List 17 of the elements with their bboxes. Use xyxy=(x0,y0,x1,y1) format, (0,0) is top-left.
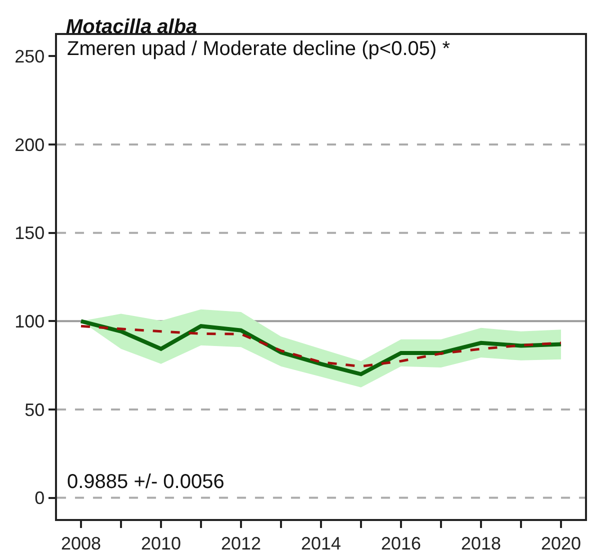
chart-title: Motacilla alba xyxy=(66,16,198,38)
y-tick-label: 150 xyxy=(14,223,45,244)
line-series xyxy=(80,324,562,368)
x-tick-label: 2020 xyxy=(540,533,582,554)
y-tick-label: 0 xyxy=(34,488,45,508)
y-tick-label: 50 xyxy=(24,400,45,420)
annotation: Zmeren upad / Moderate decline (p<0.05) * xyxy=(67,38,450,60)
x-tick-label: 2018 xyxy=(460,533,502,554)
x-tick-label: 2016 xyxy=(380,533,422,554)
x-tick-label: 2014 xyxy=(300,533,342,554)
annotation: 0.9885 +/- 0.0056 xyxy=(67,471,224,493)
y-tick-label: 100 xyxy=(14,311,45,332)
x-tick-label: 2012 xyxy=(220,533,262,554)
x-tick-label: 2010 xyxy=(140,533,182,554)
x-tick-label: 2008 xyxy=(60,533,102,554)
y-tick-label: 200 xyxy=(14,134,45,155)
y-tick-label: 250 xyxy=(14,46,45,66)
